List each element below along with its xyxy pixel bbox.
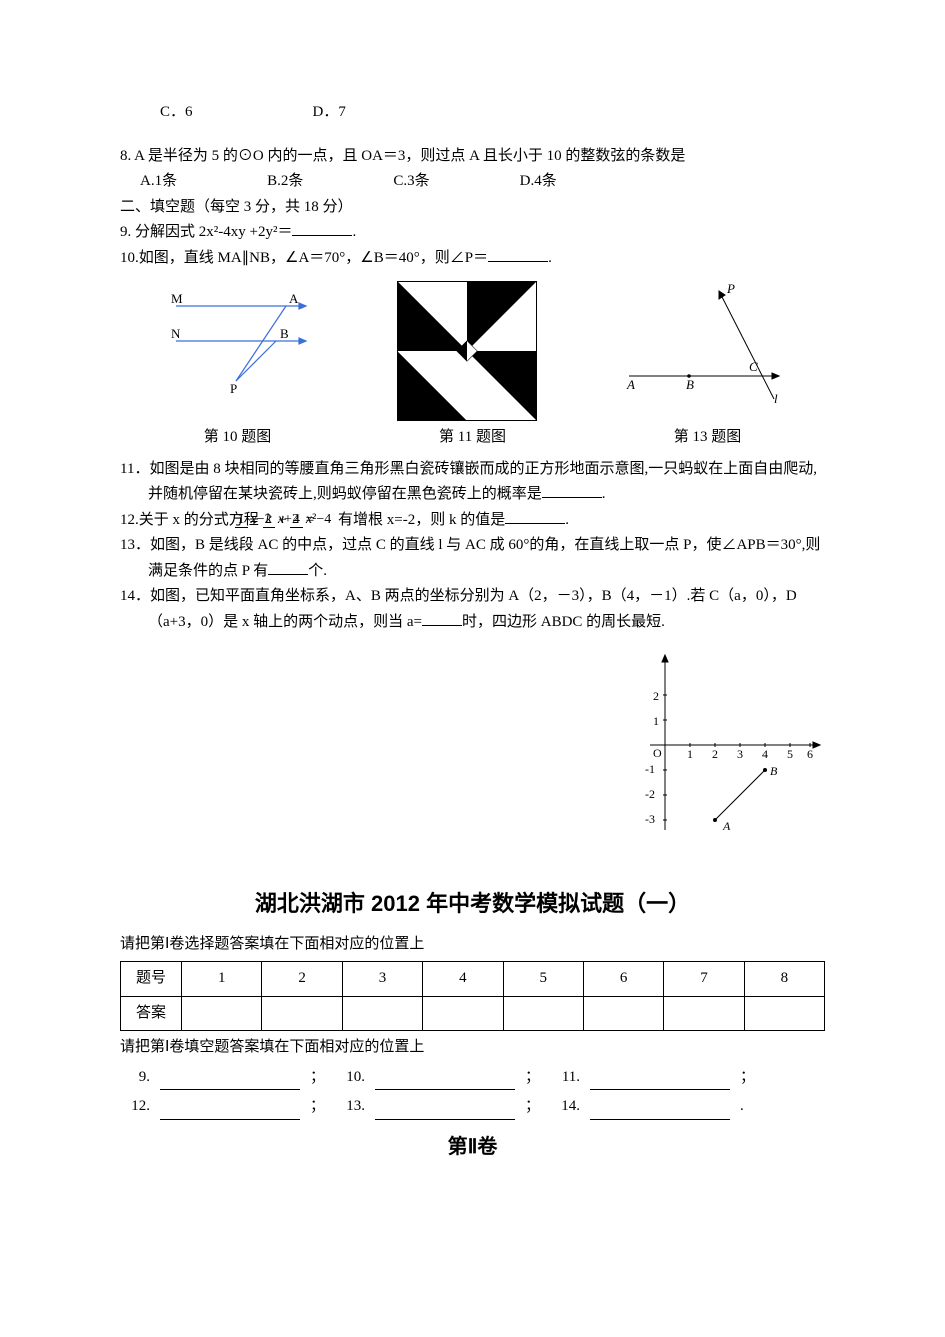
q8-options: A.1条 B.2条 C.3条 D.4条 [120,169,825,195]
svg-text:6: 6 [807,747,813,761]
cap-11: 第 11 题图 [373,425,573,451]
q11: 11．如图是由 8 块相同的等腰直角三角形黑白瓷砖镶嵌而成的正方形地面示意图,一… [120,457,825,508]
blank[interactable] [292,220,352,236]
q14: 14．如图，已知平面直角坐标系，A、B 两点的坐标分别为 A（2，－3），B（4… [120,584,825,635]
opt-d: D．7 [313,100,346,126]
svg-text:-3: -3 [645,812,655,826]
svg-text:-1: -1 [645,762,655,776]
svg-text:P: P [726,281,735,296]
blank[interactable] [422,610,462,626]
svg-text:P: P [230,381,237,396]
answer-table: 题号 1 2 3 4 5 6 7 8 答案 [120,961,825,1031]
section2-title: 二、填空题（每空 3 分，共 18 分） [120,195,825,221]
svg-text:M: M [171,291,183,306]
blank[interactable] [542,482,602,498]
svg-text:1: 1 [687,747,693,761]
instr2: 请把第Ⅰ卷填空题答案填在下面相对应的位置上 [120,1035,825,1061]
fill-row-1: 9.； 10.； 11.； [120,1065,825,1091]
svg-text:O: O [653,746,662,760]
blank[interactable] [268,559,308,575]
q8-c: C.3条 [393,169,429,195]
hdr-ans: 答案 [121,996,182,1031]
hdr-num: 题号 [121,962,182,997]
cap-10: 第 10 题图 [138,425,338,451]
blank[interactable] [488,246,548,262]
svg-text:1: 1 [653,714,659,728]
figure-row: M A N B P P [120,281,825,421]
svg-text:A: A [289,291,299,306]
q8-d: D.4条 [520,169,557,195]
svg-text:N: N [171,326,181,341]
q9: 9. 分解因式 2x²-4xy +2y²＝. [120,220,825,246]
svg-text:2: 2 [653,689,659,703]
part2-title: 第Ⅱ卷 [120,1130,825,1164]
svg-text:5: 5 [787,747,793,761]
cap-13: 第 13 题图 [608,425,808,451]
svg-text:B: B [280,326,289,341]
fig-13: P A B C l [609,281,789,411]
svg-text:4: 4 [762,747,768,761]
svg-text:A: A [722,819,731,833]
svg-text:A: A [626,377,635,392]
svg-text:2: 2 [712,747,718,761]
q12: 12.关于 x 的分式方程 1x−2 + kx+2 = 4x²−4 有增根 x=… [120,508,825,534]
svg-text:B: B [686,377,694,392]
figure-captions: 第 10 题图 第 11 题图 第 13 题图 [120,425,825,451]
q10: 10.如图，直线 MA∥NB，∠A＝70°，∠B＝40°，则∠P＝. [120,246,825,272]
instr1: 请把第Ⅰ卷选择题答案填在下面相对应的位置上 [120,932,825,958]
blank[interactable] [505,508,565,524]
q7-options: C．6 D．7 [120,100,825,126]
fig-14: O 1 2 3 4 5 6 1 2 -1 -2 -3 A B [615,645,825,835]
svg-text:B: B [770,764,778,778]
fig14-wrapper: O 1 2 3 4 5 6 1 2 -1 -2 -3 A B [120,645,825,845]
opt-c: C．6 [160,100,193,126]
fig-11 [397,281,537,421]
q8-a: A.1条 [140,169,177,195]
q13: 13．如图，B 是线段 AC 的中点，过点 C 的直线 l 与 AC 成 60°… [120,533,825,584]
fill-row-2: 12.； 13.； 14.. [120,1094,825,1120]
page-title: 湖北洪湖市 2012 年中考数学模拟试题（一） [120,885,825,922]
svg-text:-2: -2 [645,787,655,801]
svg-text:C: C [749,359,758,374]
fig-10: M A N B P [156,281,326,401]
svg-text:l: l [774,391,778,406]
svg-text:3: 3 [737,747,743,761]
q8-b: B.2条 [267,169,303,195]
q8-text: 8. A 是半径为 5 的⊙O 内的一点，且 OA＝3，则过点 A 且长小于 1… [120,144,825,170]
